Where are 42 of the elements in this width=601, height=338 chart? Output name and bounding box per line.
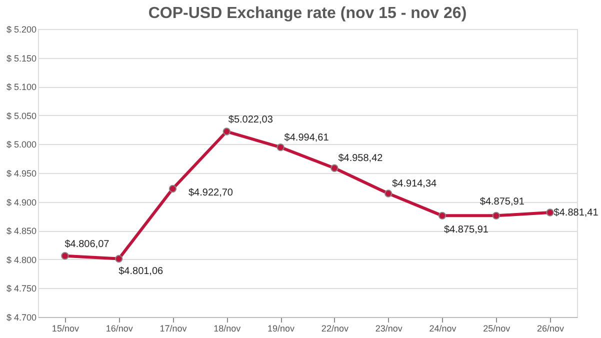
data-label: $4.801,06 (118, 266, 164, 277)
point (546, 208, 554, 216)
x-tick-label: 16/nov (106, 324, 134, 334)
x-tick-label: 26/nov (537, 324, 565, 334)
x-tick-label: 15/nov (52, 324, 80, 334)
point (384, 190, 392, 198)
y-tick-label: $ 5.100 (6, 82, 36, 92)
chart-title: COP-USD Exchange rate (nov 15 - nov 26) (148, 5, 467, 22)
x-tick-label: 18/nov (214, 324, 242, 334)
data-label: $5.022,03 (228, 114, 274, 126)
point (222, 128, 231, 136)
point (114, 254, 123, 263)
y-tick-label: $ 4.800 (6, 254, 36, 265)
y-tick-label: $ 4.700 (6, 312, 36, 322)
y-tick-label: $ 5.050 (6, 110, 36, 121)
x-tick-label: 24/nov (429, 324, 457, 334)
y-tick-label: $ 5.200 (6, 24, 36, 34)
data-label: $4.806,07 (64, 238, 110, 250)
y-tick-label: $ 4.850 (6, 226, 36, 236)
data-label: $4.875,91 (480, 196, 525, 208)
y-tick-label: $ 4.900 (6, 197, 36, 208)
data-label: $4.922,70 (188, 188, 234, 199)
data-label: $4.914,34 (392, 178, 438, 190)
data-label: $4.958,42 (338, 153, 384, 164)
point (492, 212, 500, 220)
point (330, 164, 338, 172)
x-tick-label: 25/nov (483, 324, 511, 334)
y-tick-label: $ 5.000 (6, 140, 36, 150)
point (168, 184, 177, 193)
point (276, 143, 284, 152)
point (61, 252, 69, 260)
y-tick-label: $ 5.150 (6, 53, 36, 64)
x-tick-label: 23/nov (375, 324, 403, 334)
x-tick-label: 19/nov (268, 324, 296, 334)
point (438, 212, 446, 220)
data-label: $4.875,91 (444, 224, 489, 236)
data-label: $4.994,61 (284, 132, 330, 144)
x-tick-label: 17/nov (160, 324, 188, 334)
data-label: $4.881,41 (554, 208, 599, 219)
y-tick-label: $ 4.950 (6, 168, 36, 178)
x-tick-label: 22/nov (321, 324, 349, 334)
y-tick-label: $ 4.750 (6, 284, 36, 294)
